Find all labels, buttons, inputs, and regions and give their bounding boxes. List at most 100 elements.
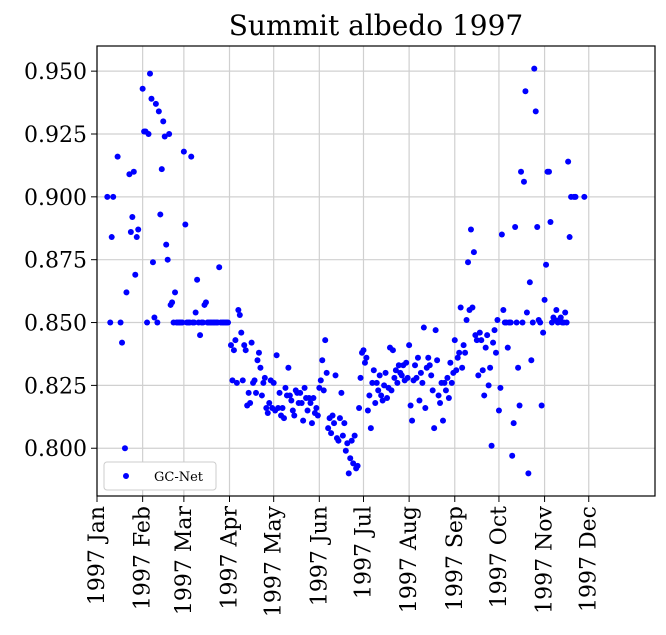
data-point: [347, 455, 354, 462]
data-point: [180, 148, 187, 155]
data-point: [114, 153, 121, 160]
legend-box: [103, 461, 217, 491]
data-point: [439, 417, 446, 424]
data-point: [258, 392, 265, 399]
data-point: [510, 420, 517, 427]
data-point: [391, 374, 398, 381]
data-point: [454, 354, 461, 361]
data-point: [513, 319, 520, 326]
data-point: [144, 319, 151, 326]
data-point: [498, 231, 505, 238]
data-point: [161, 133, 168, 140]
data-point: [372, 399, 379, 406]
data-point: [419, 379, 426, 386]
data-point: [563, 319, 570, 326]
data-point: [426, 362, 433, 369]
data-point: [247, 399, 254, 406]
data-point: [515, 364, 522, 371]
data-point: [373, 379, 380, 386]
data-point: [126, 171, 133, 178]
data-point: [457, 304, 464, 311]
data-point: [416, 397, 423, 404]
data-point: [366, 392, 373, 399]
data-point: [484, 332, 491, 339]
data-point: [523, 309, 530, 316]
data-point: [434, 357, 441, 364]
data-point: [364, 407, 371, 414]
data-point: [304, 407, 311, 414]
data-point: [192, 309, 199, 316]
data-point: [487, 364, 494, 371]
data-point: [422, 405, 429, 412]
data-point: [384, 394, 391, 401]
data-point: [341, 420, 348, 427]
data-point: [541, 296, 548, 303]
data-point: [119, 339, 126, 346]
data-point: [553, 306, 560, 313]
data-point: [158, 166, 165, 173]
data-point: [475, 372, 482, 379]
data-point: [314, 412, 321, 419]
data-point: [472, 332, 479, 339]
data-point: [322, 337, 329, 344]
data-point: [257, 364, 264, 371]
x-axis: 1997 Jan 1997 Feb 1997 Mar 1997 Apr 1997 May…: [85, 496, 602, 617]
data-point: [581, 193, 588, 200]
data-point: [320, 387, 327, 394]
data-point: [354, 462, 361, 469]
data-point: [108, 234, 115, 241]
data-point: [437, 399, 444, 406]
data-point: [255, 349, 262, 356]
data-point: [562, 309, 569, 316]
data-point: [482, 344, 489, 351]
data-point: [485, 382, 492, 389]
data-point: [512, 224, 519, 231]
chart-title: Summit albedo 1997: [229, 9, 524, 42]
data-point: [348, 437, 355, 444]
data-point: [288, 397, 295, 404]
data-point: [291, 412, 298, 419]
data-point: [157, 211, 164, 218]
plot-frame: [96, 45, 656, 497]
data-point: [540, 329, 547, 336]
data-point: [336, 415, 343, 422]
data-point: [473, 337, 480, 344]
data-point: [275, 405, 282, 412]
data-point: [301, 384, 308, 391]
data-point: [526, 279, 533, 286]
data-point: [169, 299, 176, 306]
data-point: [494, 317, 501, 324]
data-point: [233, 379, 240, 386]
data-point: [453, 367, 460, 374]
data-point: [261, 374, 268, 381]
x-tick-label: 1997 Dec: [577, 506, 602, 612]
data-point: [260, 379, 267, 386]
data-point: [310, 394, 317, 401]
data-point: [121, 445, 128, 452]
data-point: [395, 362, 402, 369]
y-tick-label: 0.925: [24, 123, 87, 148]
data-point: [127, 229, 134, 236]
data-point: [547, 218, 554, 225]
data-point: [428, 372, 435, 379]
y-axis: 0.800 0.825 0.850 0.875 0.900 0.925 0.950: [24, 60, 97, 462]
data-point: [409, 417, 416, 424]
data-point: [441, 379, 448, 386]
y-tick-label: 0.850: [24, 312, 87, 337]
data-point: [376, 372, 383, 379]
data-point: [414, 354, 421, 361]
data-point: [345, 470, 352, 477]
data-point: [429, 387, 436, 394]
data-point: [339, 432, 346, 439]
data-point: [251, 377, 258, 384]
data-point: [282, 384, 289, 391]
data-point: [323, 369, 330, 376]
data-point: [478, 337, 485, 344]
x-tick-label: 1997 Aug: [397, 506, 422, 613]
data-point: [316, 384, 323, 391]
data-point: [197, 332, 204, 339]
data-point: [431, 425, 438, 432]
data-point: [155, 108, 162, 115]
data-point: [516, 402, 523, 409]
data-point: [264, 410, 271, 417]
